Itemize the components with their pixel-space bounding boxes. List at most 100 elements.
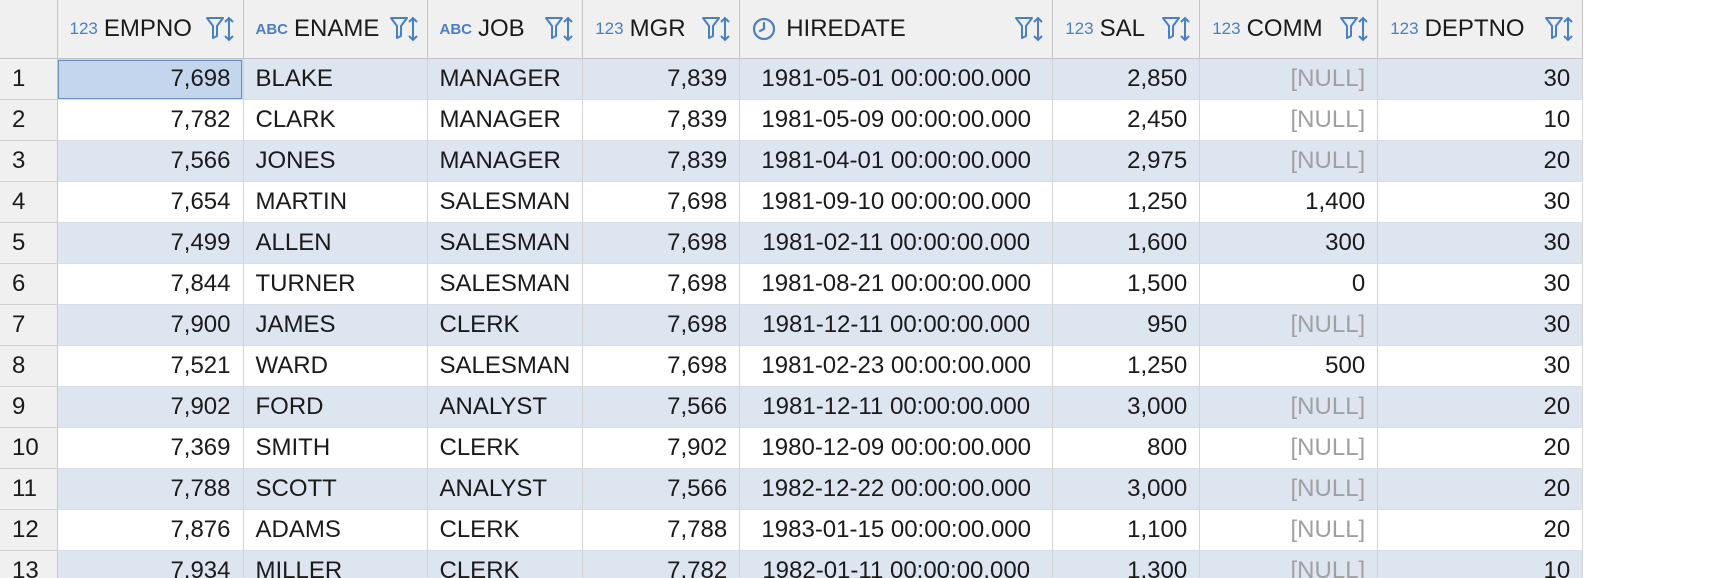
row-number[interactable]: 5 [0, 222, 58, 264]
cell-mgr[interactable]: 7,698 [582, 345, 741, 387]
cell-ename[interactable]: TURNER [243, 263, 428, 305]
row-number[interactable]: 1 [0, 58, 58, 100]
row-number[interactable]: 11 [0, 468, 58, 510]
cell-sal[interactable]: 2,450 [1052, 99, 1201, 141]
cell-empno[interactable]: 7,654 [57, 181, 244, 223]
cell-mgr[interactable]: 7,902 [582, 427, 741, 469]
cell-deptno[interactable]: 30 [1377, 345, 1584, 387]
column-header-hiredate[interactable]: HIREDATE [739, 0, 1054, 59]
column-header-empno[interactable]: 123 EMPNO [57, 0, 244, 59]
cell-comm[interactable]: [NULL] [1199, 304, 1379, 346]
cell-hiredate[interactable]: 1981-02-11 00:00:00.000 [739, 222, 1054, 264]
table-row[interactable]: 12 7,876 ADAMS CLERK 7,788 1983-01-15 00:00:0… [0, 509, 1584, 551]
cell-comm[interactable]: [NULL] [1199, 140, 1379, 182]
cell-mgr[interactable]: 7,698 [582, 181, 741, 223]
row-number[interactable]: 4 [0, 181, 58, 223]
filter-sort-icon[interactable] [1161, 14, 1191, 44]
cell-deptno[interactable]: 10 [1377, 99, 1584, 141]
cell-job[interactable]: CLERK [427, 509, 584, 551]
row-number[interactable]: 6 [0, 263, 58, 305]
row-number[interactable]: 13 [0, 550, 58, 578]
table-row[interactable]: 3 7,566 JONES MANAGER 7,839 1981-04-01 00:00:… [0, 140, 1584, 182]
cell-hiredate[interactable]: 1981-12-11 00:00:00.000 [739, 304, 1054, 346]
cell-sal[interactable]: 2,975 [1052, 140, 1201, 182]
cell-deptno[interactable]: 30 [1377, 58, 1584, 100]
cell-ename[interactable]: MARTIN [243, 181, 428, 223]
cell-empno[interactable]: 7,698 [57, 58, 244, 100]
cell-empno[interactable]: 7,566 [57, 140, 244, 182]
cell-mgr[interactable]: 7,698 [582, 222, 741, 264]
filter-sort-icon[interactable] [1544, 14, 1574, 44]
cell-deptno[interactable]: 30 [1377, 263, 1584, 305]
table-row[interactable]: 7 7,900 JAMES CLERK 7,698 1981-12-11 00:00:00… [0, 304, 1584, 346]
row-number[interactable]: 12 [0, 509, 58, 551]
cell-sal[interactable]: 800 [1052, 427, 1201, 469]
cell-comm[interactable]: [NULL] [1199, 550, 1379, 578]
cell-ename[interactable]: SMITH [243, 427, 428, 469]
cell-mgr[interactable]: 7,839 [582, 58, 741, 100]
column-header-sal[interactable]: 123 SAL [1052, 0, 1201, 59]
cell-sal[interactable]: 2,850 [1052, 58, 1201, 100]
cell-comm[interactable]: [NULL] [1199, 509, 1379, 551]
cell-deptno[interactable]: 20 [1377, 468, 1584, 510]
cell-ename[interactable]: BLAKE [243, 58, 428, 100]
table-row[interactable]: 11 7,788 SCOTT ANALYST 7,566 1982-12-22 00:00… [0, 468, 1584, 510]
row-number-header[interactable] [0, 0, 58, 59]
row-number[interactable]: 10 [0, 427, 58, 469]
cell-sal[interactable]: 1,500 [1052, 263, 1201, 305]
cell-mgr[interactable]: 7,839 [582, 140, 741, 182]
cell-job[interactable]: CLERK [427, 427, 584, 469]
cell-sal[interactable]: 1,100 [1052, 509, 1201, 551]
cell-job[interactable]: SALESMAN [427, 345, 584, 387]
filter-sort-icon[interactable] [1339, 14, 1369, 44]
cell-hiredate[interactable]: 1980-12-09 00:00:00.000 [739, 427, 1054, 469]
cell-hiredate[interactable]: 1981-04-01 00:00:00.000 [739, 140, 1054, 182]
filter-sort-icon[interactable] [389, 14, 419, 44]
cell-sal[interactable]: 1,300 [1052, 550, 1201, 578]
cell-sal[interactable]: 3,000 [1052, 468, 1201, 510]
cell-job[interactable]: MANAGER [427, 58, 584, 100]
cell-comm[interactable]: 1,400 [1199, 181, 1379, 223]
cell-sal[interactable]: 950 [1052, 304, 1201, 346]
row-number[interactable]: 9 [0, 386, 58, 428]
cell-mgr[interactable]: 7,566 [582, 468, 741, 510]
filter-sort-icon[interactable] [701, 14, 731, 44]
cell-deptno[interactable]: 20 [1377, 509, 1584, 551]
cell-comm[interactable]: 300 [1199, 222, 1379, 264]
row-number[interactable]: 8 [0, 345, 58, 387]
cell-hiredate[interactable]: 1981-02-23 00:00:00.000 [739, 345, 1054, 387]
cell-hiredate[interactable]: 1982-01-11 00:00:00.000 [739, 550, 1054, 578]
cell-mgr[interactable]: 7,566 [582, 386, 741, 428]
cell-ename[interactable]: ADAMS [243, 509, 428, 551]
cell-comm[interactable]: [NULL] [1199, 468, 1379, 510]
cell-mgr[interactable]: 7,839 [582, 99, 741, 141]
cell-job[interactable]: CLERK [427, 550, 584, 578]
column-header-comm[interactable]: 123 COMM [1199, 0, 1379, 59]
cell-empno[interactable]: 7,876 [57, 509, 244, 551]
cell-job[interactable]: MANAGER [427, 99, 584, 141]
cell-comm[interactable]: [NULL] [1199, 99, 1379, 141]
cell-sal[interactable]: 3,000 [1052, 386, 1201, 428]
column-header-ename[interactable]: ABC ENAME [243, 0, 428, 59]
cell-empno[interactable]: 7,782 [57, 99, 244, 141]
cell-hiredate[interactable]: 1982-12-22 00:00:00.000 [739, 468, 1054, 510]
cell-empno[interactable]: 7,902 [57, 386, 244, 428]
cell-sal[interactable]: 1,250 [1052, 181, 1201, 223]
cell-job[interactable]: CLERK [427, 304, 584, 346]
cell-ename[interactable]: ALLEN [243, 222, 428, 264]
filter-sort-icon[interactable] [544, 14, 574, 44]
cell-hiredate[interactable]: 1981-08-21 00:00:00.000 [739, 263, 1054, 305]
cell-empno[interactable]: 7,521 [57, 345, 244, 387]
cell-empno[interactable]: 7,900 [57, 304, 244, 346]
cell-mgr[interactable]: 7,788 [582, 509, 741, 551]
cell-job[interactable]: ANALYST [427, 386, 584, 428]
cell-empno[interactable]: 7,369 [57, 427, 244, 469]
cell-ename[interactable]: JONES [243, 140, 428, 182]
cell-comm[interactable]: [NULL] [1199, 386, 1379, 428]
cell-mgr[interactable]: 7,782 [582, 550, 741, 578]
cell-ename[interactable]: FORD [243, 386, 428, 428]
cell-deptno[interactable]: 30 [1377, 304, 1584, 346]
row-number[interactable]: 7 [0, 304, 58, 346]
cell-hiredate[interactable]: 1981-12-11 00:00:00.000 [739, 386, 1054, 428]
cell-deptno[interactable]: 10 [1377, 550, 1584, 578]
